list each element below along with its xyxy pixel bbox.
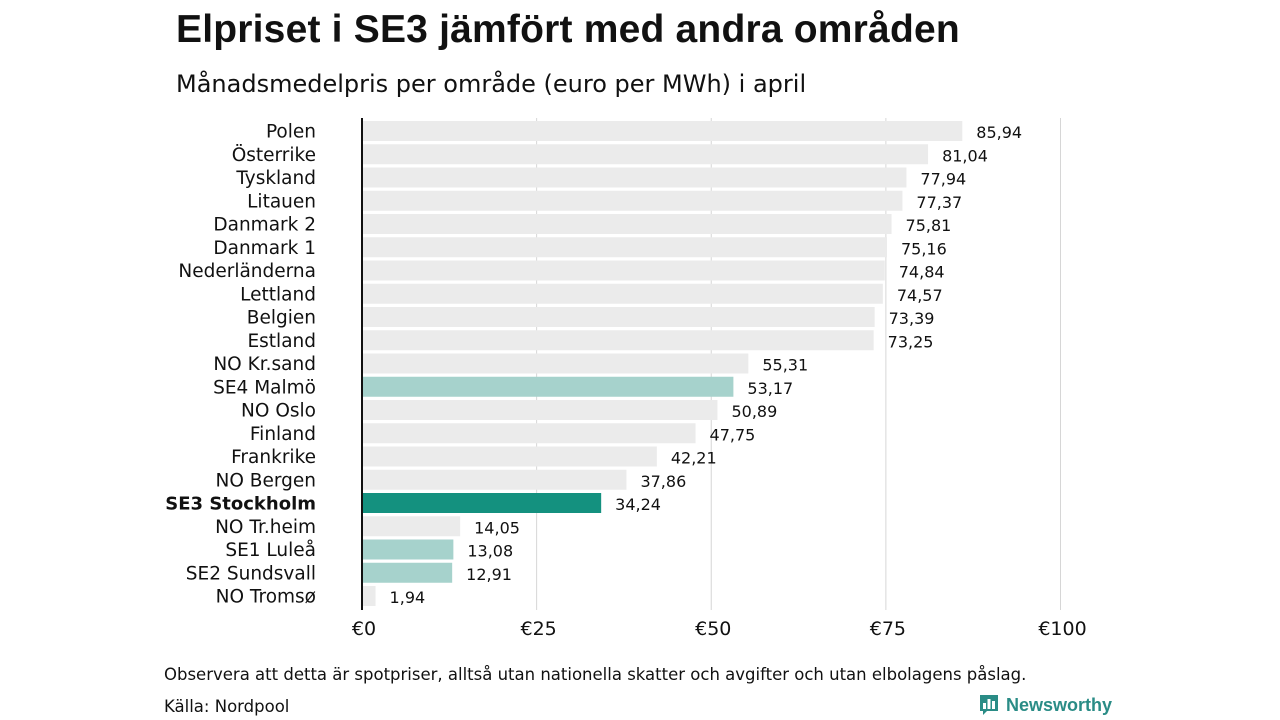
category-label: SE4 Malmö xyxy=(213,377,316,398)
category-label: Lettland xyxy=(240,284,316,305)
value-label: 42,21 xyxy=(671,449,717,468)
category-label: Finland xyxy=(250,424,316,445)
bar xyxy=(362,283,883,304)
category-label: Litauen xyxy=(247,191,316,212)
value-label: 77,94 xyxy=(920,170,966,189)
bar xyxy=(362,167,907,188)
value-label: 53,17 xyxy=(747,379,793,398)
bar xyxy=(362,562,453,583)
bars xyxy=(362,121,963,606)
value-label: 12,91 xyxy=(466,565,512,584)
bar xyxy=(362,307,875,327)
category-label: NO Tromsø xyxy=(216,587,316,608)
category-label: Nederländerna xyxy=(178,261,316,282)
bar xyxy=(362,400,718,420)
value-label: 85,94 xyxy=(976,123,1022,142)
bar xyxy=(362,214,892,234)
x-tick-label: €0 xyxy=(352,618,376,640)
bar xyxy=(362,423,696,444)
x-tick-label: €100 xyxy=(1038,618,1086,640)
footnote: Observera att detta är spotpriser, allts… xyxy=(164,665,1027,684)
bar xyxy=(362,539,454,560)
bar xyxy=(362,237,887,258)
value-label: 73,39 xyxy=(889,309,935,328)
bar xyxy=(362,469,627,490)
bar xyxy=(362,376,734,397)
category-label: Polen xyxy=(266,122,316,143)
value-label: 77,37 xyxy=(916,193,962,212)
x-tick-label: €75 xyxy=(870,618,906,640)
bar xyxy=(362,493,602,513)
source-credit: Källa: Nordpool xyxy=(164,697,290,716)
value-labels: 85,94 81,04 77,94 77,37 75,81 75,16 74,84 74,57… xyxy=(390,123,1023,607)
bar xyxy=(362,144,929,165)
category-label: Danmark 2 xyxy=(213,215,316,236)
x-tick-label: €50 xyxy=(695,618,731,640)
bar xyxy=(362,353,749,374)
category-label: Österrike xyxy=(232,144,316,166)
category-label: NO Tr.heim xyxy=(215,517,316,538)
bar xyxy=(362,260,885,281)
bar xyxy=(362,190,903,211)
value-label: 55,31 xyxy=(762,356,808,375)
value-label: 73,25 xyxy=(888,332,934,351)
value-label: 37,86 xyxy=(640,472,686,491)
brand-name: Newsworthy xyxy=(1006,694,1113,715)
category-label: Tyskland xyxy=(235,168,316,189)
bar xyxy=(362,446,657,467)
chart-title: Elpriset i SE3 jämfört med andra områden xyxy=(176,8,960,51)
value-label: 1,94 xyxy=(390,588,426,607)
chart-subtitle: Månadsmedelpris per område (euro per MWh… xyxy=(176,70,807,98)
category-label: Estland xyxy=(247,331,316,352)
value-label: 75,16 xyxy=(901,239,947,258)
value-label: 50,89 xyxy=(731,402,777,421)
x-tick-label: €25 xyxy=(520,618,556,640)
value-label: 47,75 xyxy=(710,425,756,444)
category-label: NO Kr.sand xyxy=(213,354,316,375)
newsworthy-logo-icon xyxy=(980,695,998,715)
value-label: 75,81 xyxy=(906,216,952,235)
bar xyxy=(362,121,963,141)
bar xyxy=(362,516,461,537)
category-label: Frankrike xyxy=(231,447,316,468)
value-label: 14,05 xyxy=(474,518,520,537)
value-label: 34,24 xyxy=(615,495,661,514)
category-label: Belgien xyxy=(247,308,316,329)
value-label: 74,57 xyxy=(897,286,943,305)
value-label: 74,84 xyxy=(899,263,945,282)
category-label: NO Oslo xyxy=(241,401,316,422)
brand: Newsworthy xyxy=(978,693,1112,717)
category-label: Danmark 1 xyxy=(213,238,316,259)
category-label: SE3 Stockholm xyxy=(165,494,316,515)
value-label: 81,04 xyxy=(942,146,988,165)
x-axis-ticks: €0 €25 €50 €75 €100 xyxy=(352,618,1087,640)
category-label: SE2 Sundsvall xyxy=(186,563,316,584)
category-label: NO Bergen xyxy=(216,470,317,491)
bar xyxy=(362,330,874,351)
bar xyxy=(362,586,376,606)
category-label: SE1 Luleå xyxy=(225,540,316,561)
value-label: 13,08 xyxy=(467,542,513,561)
